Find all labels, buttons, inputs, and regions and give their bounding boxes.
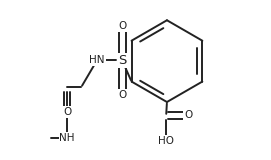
Text: S: S [118, 54, 126, 67]
Text: HO: HO [158, 136, 174, 146]
Text: HN: HN [89, 55, 105, 65]
Text: NH: NH [59, 133, 75, 143]
Text: O: O [184, 110, 192, 120]
Text: O: O [118, 21, 126, 31]
Text: O: O [63, 107, 71, 117]
Text: O: O [118, 90, 126, 100]
